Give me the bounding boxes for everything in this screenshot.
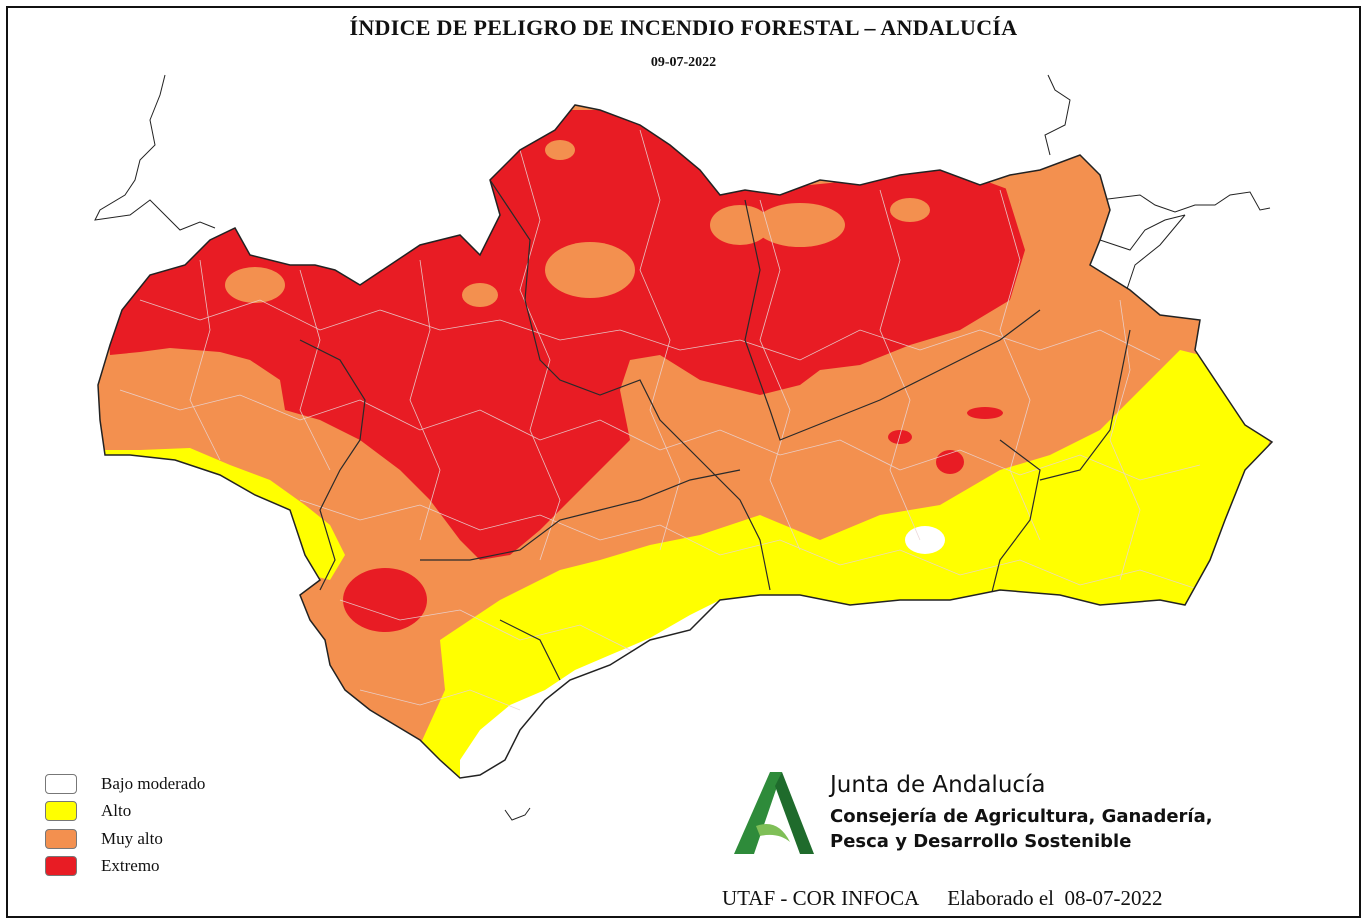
legend-swatch-alto xyxy=(45,801,77,822)
legend-label: Muy alto xyxy=(101,828,163,848)
legend-item: Alto xyxy=(45,798,205,826)
border-lines xyxy=(94,74,1271,821)
legend-item: Extremo xyxy=(45,853,205,881)
legend-item: Muy alto xyxy=(45,825,205,853)
map-date: 09-07-2022 xyxy=(650,55,717,70)
province-lines xyxy=(299,179,1131,681)
legend-swatch-extremo xyxy=(45,856,77,877)
legend-label: Bajo moderado xyxy=(101,773,206,793)
junta-brand: Junta de Andalucía Consejería de Agricul… xyxy=(730,770,1213,856)
junta-logo-icon xyxy=(734,772,814,854)
footer: UTAF - COR INFOCA Elaborado el 08-07-2022 xyxy=(722,886,1162,911)
brand-text: Junta de Andalucía Consejería de Agricul… xyxy=(830,772,1213,854)
legend-label: Alto xyxy=(101,801,132,821)
zone-alto-southeast xyxy=(420,350,1270,778)
brand-name: Junta de Andalucía xyxy=(830,772,1046,798)
footer-elaborated: Elaborado el 08-07-2022 xyxy=(947,886,1163,910)
brand-subtitle-line1: Consejería de Agricultura, Ganadería, xyxy=(830,806,1213,827)
legend-swatch-bajo xyxy=(45,773,77,794)
map-frame xyxy=(6,6,1361,918)
footer-source: UTAF - COR INFOCA xyxy=(722,886,920,910)
legend: Bajo moderado Alto Muy alto Extremo xyxy=(45,770,205,880)
legend-item: Bajo moderado xyxy=(45,770,205,798)
zone-extremo-sevilla xyxy=(343,568,427,632)
brand-subtitle-line2: Pesca y Desarrollo Sostenible xyxy=(830,831,1132,852)
legend-label: Extremo xyxy=(101,856,160,876)
map-title: ÍNDICE DE PELIGRO DE INCENDIO FORESTAL –… xyxy=(349,15,1018,40)
legend-swatch-muy-alto xyxy=(45,828,77,849)
